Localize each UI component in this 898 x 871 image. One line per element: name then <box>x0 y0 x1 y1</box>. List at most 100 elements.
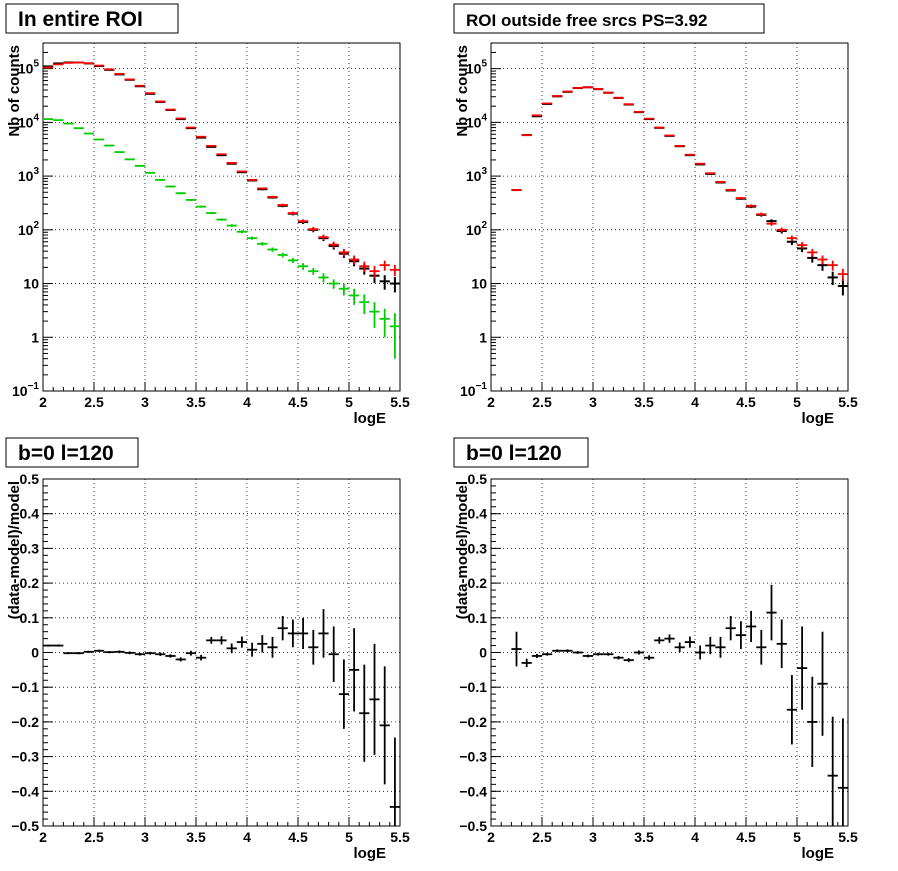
data-point <box>664 634 675 643</box>
data-point <box>786 235 797 242</box>
panel-title: b=0 l=120 <box>453 437 589 468</box>
data-point <box>53 119 64 122</box>
data-point <box>786 675 797 745</box>
panel-title: b=0 l=120 <box>5 437 139 468</box>
plot-frame <box>42 42 401 392</box>
data-point <box>308 267 319 275</box>
y-tick-label: 0.1 <box>468 610 488 626</box>
x-tick-label: 4.5 <box>736 394 756 410</box>
panel-title: ROI outside free srcs PS=3.92 <box>453 3 765 34</box>
x-tick-label: 3.5 <box>186 829 206 845</box>
y-tick-label: 104 <box>466 112 488 130</box>
title-frame <box>5 437 139 468</box>
data-point <box>349 255 360 265</box>
y-tick-label: −0.5 <box>11 818 39 834</box>
x-tick-label: 4 <box>691 394 699 410</box>
data-point <box>287 619 298 648</box>
x-axis-label: logE <box>802 410 835 427</box>
series-1 <box>511 584 848 826</box>
chart-panel-1: 2 2.5 3 3.5 4 4.5 5 5.5 10−1 1 10 102 103 104 105 logE N… <box>5 3 410 427</box>
x-tick-label: 4 <box>243 394 251 410</box>
data-point <box>298 219 309 224</box>
y-tick-label: 0.4 <box>468 506 488 522</box>
data-point <box>725 616 736 641</box>
y-tick-label: 1 <box>479 329 487 345</box>
y-tick-label: 0.1 <box>20 610 40 626</box>
data-point <box>715 636 726 658</box>
data-point <box>379 275 390 290</box>
y-tick-label: 0.2 <box>468 575 488 591</box>
x-tick-label: 2 <box>39 394 47 410</box>
data-point <box>746 610 757 643</box>
x-tick-label: 5 <box>793 829 801 845</box>
data-point <box>807 676 818 768</box>
data-point <box>389 264 400 277</box>
data-point <box>837 268 848 282</box>
data-point <box>715 180 726 183</box>
data-point <box>511 189 522 192</box>
data-point <box>389 737 400 826</box>
title-frame <box>453 3 765 34</box>
data-point <box>165 654 176 658</box>
data-point <box>257 242 268 246</box>
data-point <box>369 302 380 328</box>
data-point <box>83 650 94 653</box>
y-tick-label: −0.1 <box>11 679 39 695</box>
data-point <box>206 636 217 644</box>
data-point <box>338 248 349 257</box>
y-axis-label: Nb of counts <box>6 45 23 137</box>
data-point <box>165 185 176 188</box>
y-tick-label: −0.3 <box>459 749 487 765</box>
data-point <box>379 260 390 271</box>
x-tick-label: 3 <box>589 394 597 410</box>
panel-title: In entire ROI <box>5 3 179 34</box>
x-tick-label: 4.5 <box>736 829 756 845</box>
y-tick-label: 0.3 <box>468 540 488 556</box>
data-point <box>349 628 360 712</box>
y-tick-label: −0.1 <box>459 679 487 695</box>
data-point <box>521 134 532 136</box>
series-1 <box>43 609 400 826</box>
data-point <box>776 619 787 669</box>
data-point <box>298 263 309 270</box>
y-tick-label: 0.3 <box>20 540 40 556</box>
data-point <box>654 126 665 129</box>
x-tick-label: 2.5 <box>532 394 552 410</box>
data-point <box>797 626 808 710</box>
data-point <box>267 636 278 658</box>
data-point <box>684 636 695 648</box>
data-point <box>185 650 196 656</box>
data-point <box>216 218 227 221</box>
data-point <box>308 226 319 232</box>
data-point <box>328 241 339 249</box>
data-layer <box>43 609 400 826</box>
data-point <box>247 642 258 657</box>
y-tick-label: −0.2 <box>459 714 487 730</box>
data-point <box>705 636 716 655</box>
data-point <box>104 144 115 147</box>
data-point <box>277 252 288 258</box>
data-point <box>318 234 329 241</box>
data-point <box>369 643 380 755</box>
data-point <box>216 636 227 645</box>
data-point <box>63 122 74 125</box>
data-point <box>185 126 196 129</box>
x-tick-label: 5 <box>345 394 353 410</box>
series-1 <box>43 61 400 293</box>
data-point <box>196 205 207 208</box>
x-axis-label: logE <box>802 845 835 862</box>
data-point <box>83 132 94 135</box>
data-point <box>603 652 614 656</box>
y-tick-label: 10 <box>23 276 39 292</box>
x-tick-label: 3 <box>141 394 149 410</box>
data-point <box>308 629 319 665</box>
data-point <box>185 198 196 201</box>
x-tick-label: 3 <box>141 829 149 845</box>
data-point <box>94 649 105 652</box>
data-point <box>695 162 706 165</box>
y-tick-label: −0.4 <box>11 783 39 799</box>
data-point <box>572 651 583 654</box>
data-point <box>817 631 828 736</box>
series-1 <box>511 86 848 296</box>
data-point <box>389 277 400 293</box>
